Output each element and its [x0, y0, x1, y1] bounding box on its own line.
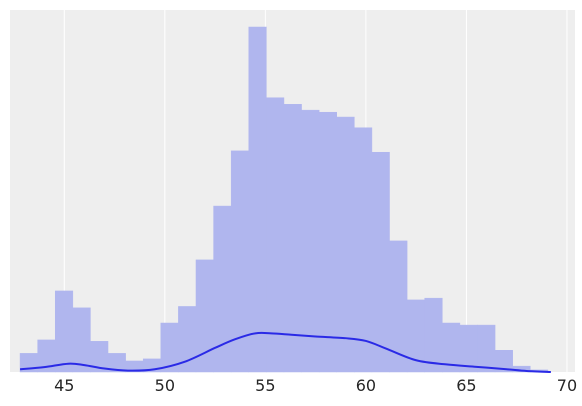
kde-curve-group [19, 331, 551, 373]
histogram-bar-17 [301, 109, 320, 373]
x-tick-label-55: 55 [255, 376, 275, 395]
histogram-bar-22 [389, 240, 408, 373]
histogram-bars [19, 26, 549, 373]
histogram-bar-4 [72, 307, 91, 373]
histogram-bar-19 [336, 116, 355, 373]
x-axis-ticks: 45 50 55 60 65 70 [54, 376, 577, 395]
x-tick-label-45: 45 [54, 376, 74, 395]
x-tick-label-50: 50 [155, 376, 175, 395]
histogram-bar-15 [266, 97, 285, 373]
histogram-bar-18 [318, 111, 337, 373]
histogram-bar-14 [248, 26, 267, 373]
x-tick-label-65: 65 [456, 376, 476, 395]
histogram-bar-20 [354, 127, 373, 373]
histogram-bar-24 [424, 297, 443, 373]
x-tick-label-60: 60 [356, 376, 376, 395]
histogram-bar-28 [494, 350, 513, 373]
histogram-bar-16 [283, 104, 302, 373]
histogram-bar-3 [54, 290, 74, 373]
histogram-bar-21 [371, 151, 390, 373]
kde-line [19, 331, 551, 373]
x-tick-label-70: 70 [557, 376, 577, 395]
histogram-bar-27 [477, 324, 496, 373]
